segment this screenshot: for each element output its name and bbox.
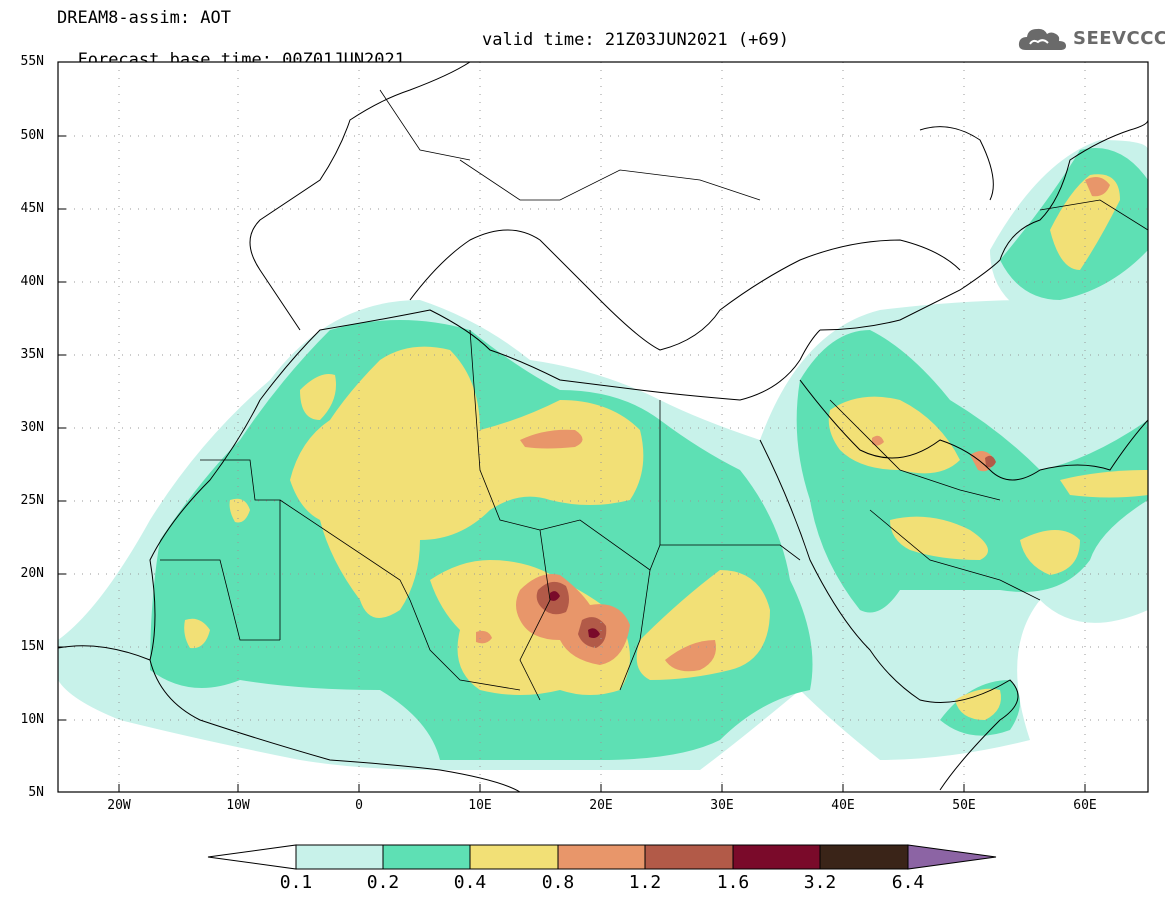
lon-tick-label: 30E (710, 798, 734, 813)
lat-tick-label: 10N (20, 712, 44, 727)
lat-tick-label: 30N (20, 420, 44, 435)
lat-tick-label: 25N (20, 493, 44, 508)
lat-tick-label: 15N (20, 639, 44, 654)
axis-ticks (58, 61, 1086, 792)
seevccc-logo: SEEVCCC (1018, 24, 1165, 54)
graticule (58, 62, 1148, 792)
borders (160, 89, 1148, 701)
lat-tick-label: 35N (20, 347, 44, 362)
colorbar-bin-3 (469, 844, 559, 870)
colorbar-label: 0.2 (366, 872, 400, 893)
lon-tick-label: 10W (226, 798, 250, 813)
coastlines (58, 62, 1148, 792)
lat-tick-label: 45N (20, 201, 44, 216)
cloud-icon (1018, 28, 1066, 50)
logo-text: SEEVCCC (1073, 28, 1165, 49)
colorbar (207, 844, 997, 870)
colorbar-under (207, 844, 297, 870)
colorbar-label: 3.2 (803, 872, 837, 893)
lat-tick-label: 40N (20, 274, 44, 289)
valid-time: valid time: 21Z03JUN2021 (+69) (482, 30, 790, 50)
lat-tick-label: 20N (20, 566, 44, 581)
lat-tick-label: 5N (28, 785, 44, 800)
lon-tick-label: 60E (1073, 798, 1097, 813)
colorbar-label: 0.4 (453, 872, 487, 893)
colorbar-label: 1.2 (628, 872, 662, 893)
colorbar-bin-2 (382, 844, 471, 870)
map-frame (57, 61, 1149, 793)
colorbar-over (907, 844, 997, 870)
colorbar-label: 1.6 (716, 872, 750, 893)
chart-title: DREAM8-assim: AOT (57, 8, 231, 28)
colorbar-label: 0.8 (541, 872, 575, 893)
colorbar-bin-6 (732, 844, 821, 870)
lat-tick-label: 55N (20, 54, 44, 69)
lon-tick-label: 0 (355, 798, 363, 813)
colorbar-label: 0.1 (279, 872, 313, 893)
lat-tick-label: 50N (20, 128, 44, 143)
colorbar-bin-4 (557, 844, 646, 870)
colorbar-bin-5 (644, 844, 734, 870)
aot-field (58, 62, 1148, 792)
lon-tick-label: 20W (107, 798, 131, 813)
lon-tick-label: 50E (952, 798, 976, 813)
lon-tick-label: 20E (589, 798, 613, 813)
colorbar-label: 6.4 (891, 872, 925, 893)
lon-tick-label: 40E (831, 798, 855, 813)
colorbar-bin-7 (819, 844, 909, 870)
lon-tick-label: 10E (468, 798, 492, 813)
colorbar-bin-1 (295, 844, 384, 870)
